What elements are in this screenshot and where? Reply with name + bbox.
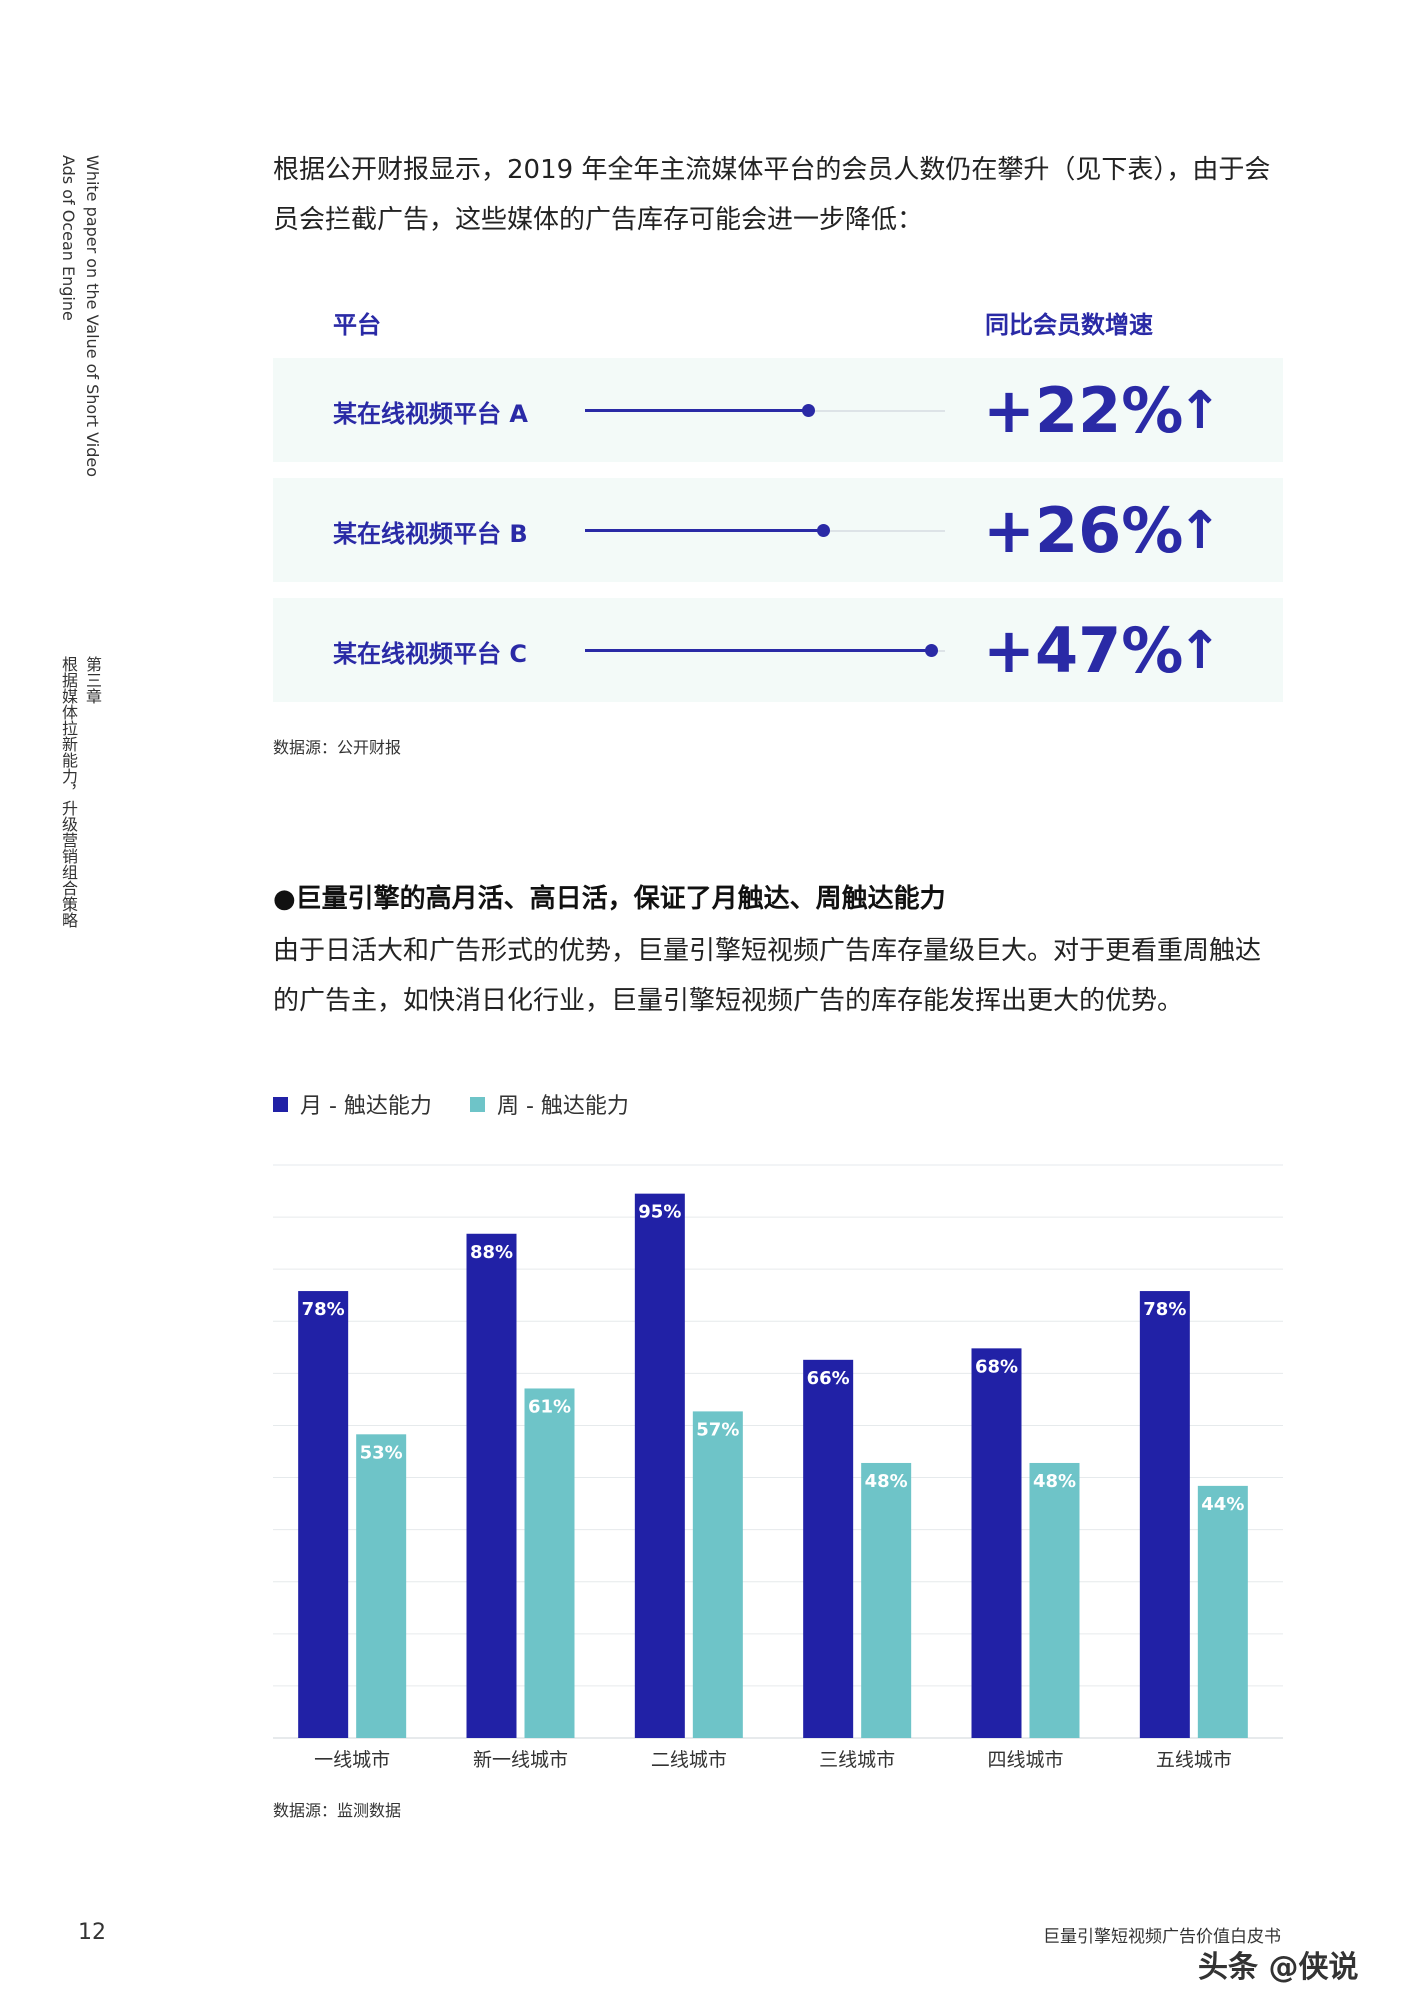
table-header-platform: 平台 — [333, 311, 381, 339]
bar-month-3 — [803, 1359, 854, 1738]
bar-week-3 — [861, 1462, 912, 1738]
footer-book-title: 巨量引擎短视频广告价值白皮书 — [1043, 1927, 1281, 1947]
chart-source: 数据源：监测数据 — [273, 1801, 402, 1820]
legend-item-month: 月 - 触达能力 — [273, 1088, 432, 1120]
growth-value: +47% — [983, 614, 1184, 687]
growth-fill — [585, 649, 931, 652]
bar-month-1 — [466, 1233, 517, 1738]
legend-swatch-week — [470, 1096, 485, 1112]
up-arrow-icon: ↑ — [1178, 621, 1222, 681]
data-label-month-4: 68% — [975, 1356, 1018, 1377]
data-label-week-5: 44% — [1201, 1494, 1244, 1515]
x-tick-label-3: 三线城市 — [819, 1749, 895, 1771]
data-label-month-5: 78% — [1143, 1299, 1186, 1320]
data-label-week-0: 53% — [360, 1442, 403, 1463]
growth-value: +22% — [983, 374, 1184, 447]
page-number: 12 — [78, 1920, 106, 1945]
watermark: 头条 @侠说 — [1198, 1950, 1359, 1985]
growth-value: +26% — [983, 494, 1184, 567]
bar-week-5 — [1197, 1485, 1248, 1738]
reach-bar-chart: 78% 53% 一线城市 88% 61% 新一线城市 95% 57% 二线城市 66% 48% 三线城… — [273, 1164, 1283, 1771]
data-label-month-3: 66% — [807, 1368, 850, 1389]
sidebar-title-line2: Ads of Ocean Engine — [59, 155, 78, 321]
bar-month-4 — [971, 1348, 1022, 1738]
up-arrow-icon: ↑ — [1178, 501, 1222, 561]
table-row-b: 某在线视频平台 B +26% ↑ — [273, 478, 1283, 582]
bar-week-4 — [1029, 1462, 1080, 1738]
x-tick-label-1: 新一线城市 — [473, 1749, 568, 1771]
growth-dot — [802, 404, 816, 417]
bar-week-1 — [524, 1388, 575, 1738]
section-body: 由于日活大和广告形式的优势，巨量引擎短视频广告库存量级巨大。对于更看重周触达的广… — [273, 936, 1262, 1016]
growth-dot — [924, 644, 938, 657]
table-row-a: 某在线视频平台 A +22% ↑ — [273, 358, 1283, 462]
data-label-week-4: 48% — [1033, 1471, 1076, 1492]
x-tick-label-2: 二线城市 — [651, 1749, 727, 1771]
legend-label-month: 月 - 触达能力 — [300, 1094, 432, 1119]
data-label-week-3: 48% — [865, 1471, 908, 1492]
growth-fill — [585, 409, 809, 412]
x-tick-label-4: 四线城市 — [987, 1749, 1063, 1771]
x-tick-label-5: 五线城市 — [1156, 1749, 1232, 1771]
bar-month-2 — [634, 1193, 685, 1738]
bar-month-5 — [1139, 1291, 1190, 1738]
data-label-month-1: 88% — [470, 1242, 513, 1263]
growth-track — [585, 644, 945, 657]
growth-fill — [585, 529, 823, 532]
legend-item-week: 周 - 触达能力 — [470, 1088, 629, 1120]
legend-label-week: 周 - 触达能力 — [497, 1094, 629, 1119]
x-tick-label-0: 一线城市 — [314, 1749, 390, 1771]
data-label-month-0: 78% — [302, 1299, 345, 1320]
sidebar-chapter: 第三章 — [83, 656, 102, 704]
table-header-growth: 同比会员数增速 — [985, 311, 1153, 339]
platform-label: 某在线视频平台 C — [333, 640, 527, 668]
table-row-c: 某在线视频平台 C +47% ↑ — [273, 598, 1283, 702]
sidebar-chapter-title: 根据媒体拉新能力，升级营销组合策略 — [59, 656, 78, 928]
up-arrow-icon: ↑ — [1178, 381, 1222, 441]
platform-label: 某在线视频平台 B — [333, 520, 528, 548]
legend-swatch-month — [273, 1096, 288, 1112]
growth-dot — [816, 524, 830, 537]
bar-week-2 — [692, 1411, 743, 1738]
section-subheading: ●巨量引擎的高月活、高日活，保证了月触达、周触达能力 — [273, 884, 946, 914]
intro-paragraph: 根据公开财报显示，2019 年全年主流媒体平台的会员人数仍在攀升（见下表），由于… — [273, 155, 1271, 235]
platform-label: 某在线视频平台 A — [333, 400, 528, 428]
sidebar-title-line1: White paper on the Value of Short Video — [83, 155, 102, 477]
growth-track — [585, 404, 945, 417]
bar-month-0 — [298, 1291, 349, 1738]
table-source: 数据源：公开财报 — [273, 738, 402, 757]
data-label-week-1: 61% — [528, 1396, 571, 1417]
bar-week-0 — [356, 1434, 407, 1738]
data-label-week-2: 57% — [696, 1419, 739, 1440]
data-label-month-2: 95% — [638, 1202, 681, 1223]
growth-track — [585, 524, 945, 537]
